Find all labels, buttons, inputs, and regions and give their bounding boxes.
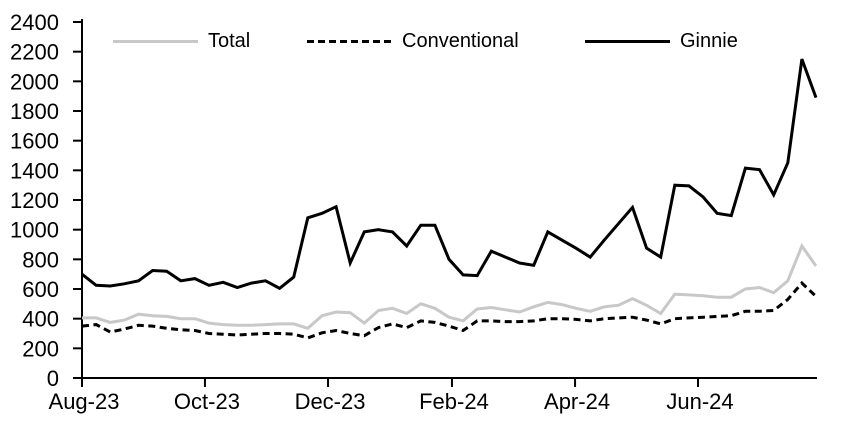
series-conventional-line bbox=[81, 280, 818, 340]
series-ginnie-line bbox=[81, 58, 818, 291]
x-tick-label: Feb-24 bbox=[419, 389, 489, 414]
x-tick-label: Aug-23 bbox=[49, 389, 120, 414]
y-tick-label: 1200 bbox=[10, 188, 59, 213]
legend-item-conventional: Conventional bbox=[307, 30, 519, 52]
y-tick-label: 1400 bbox=[10, 158, 59, 183]
legend-item-ginnie: Ginnie bbox=[585, 30, 738, 52]
legend: Total Conventional Ginnie bbox=[0, 0, 852, 60]
y-tick-label: 800 bbox=[22, 247, 59, 272]
legend-label-ginnie: Ginnie bbox=[680, 30, 738, 52]
x-tick-label: Oct-23 bbox=[174, 389, 240, 414]
x-tick-label: Apr-24 bbox=[544, 389, 610, 414]
y-tick-label: 0 bbox=[47, 366, 59, 391]
series-total-line bbox=[82, 242, 818, 330]
y-tick-label: 2400 bbox=[10, 10, 59, 35]
x-tick-label: Jun-24 bbox=[666, 389, 733, 414]
legend-label-conventional: Conventional bbox=[402, 30, 519, 52]
y-tick-label: 2200 bbox=[10, 40, 59, 65]
total-line-sample-icon bbox=[113, 39, 198, 43]
y-tick-label: 600 bbox=[22, 277, 59, 302]
y-tick-label: 400 bbox=[22, 307, 59, 332]
y-tick-label: 2000 bbox=[10, 69, 59, 94]
legend-label-total: Total bbox=[208, 30, 251, 52]
y-tick-label: 1800 bbox=[10, 99, 59, 124]
y-tick-label: 200 bbox=[22, 336, 59, 361]
legend-item-total: Total bbox=[113, 30, 250, 52]
y-tick-label: 1000 bbox=[10, 218, 59, 243]
y-tick-label: 1600 bbox=[10, 129, 59, 154]
ginnie-line-sample-icon bbox=[585, 39, 670, 43]
x-tick-label: Dec-23 bbox=[295, 389, 366, 414]
conventional-line-sample-icon bbox=[307, 39, 392, 43]
